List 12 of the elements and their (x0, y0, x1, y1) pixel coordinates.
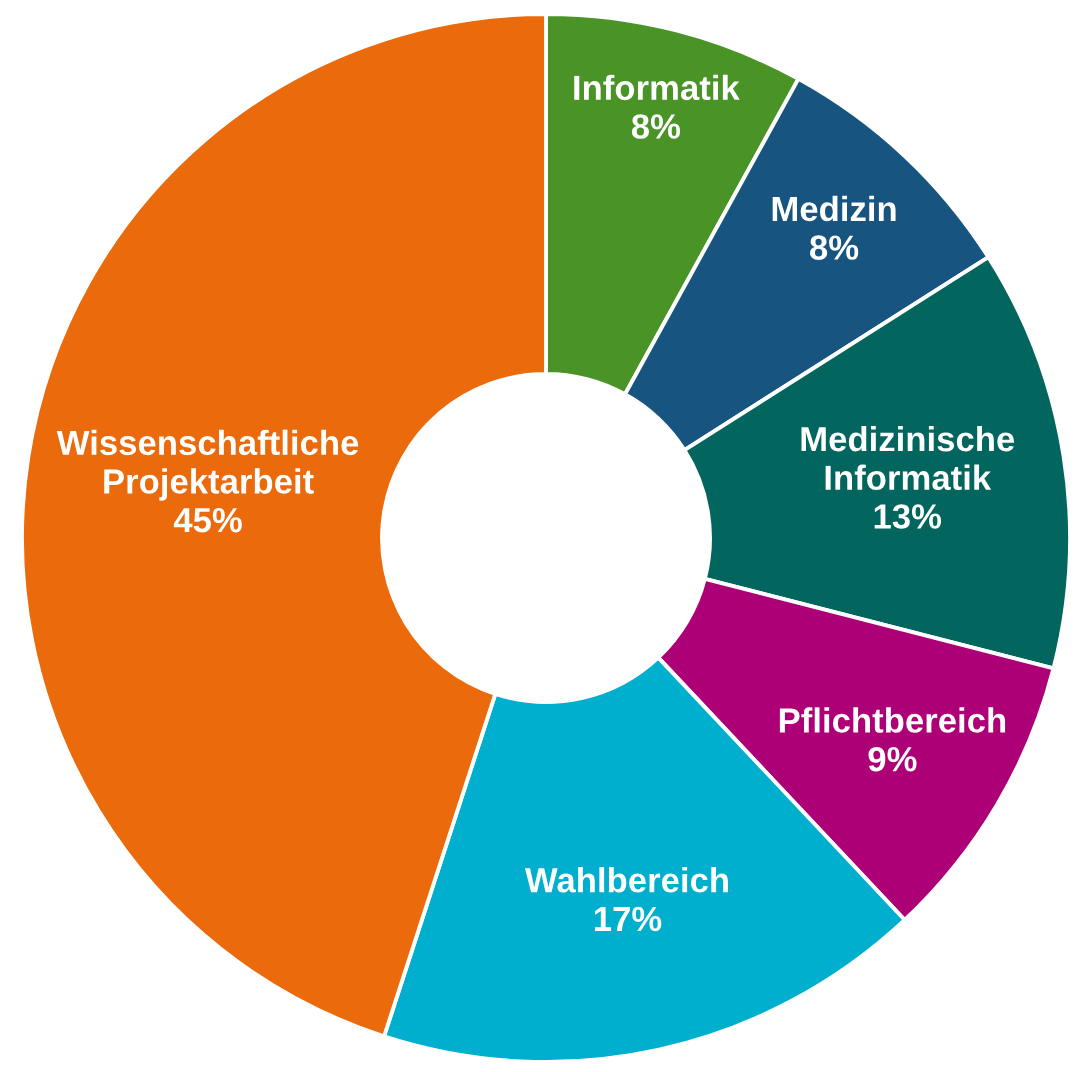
slice-label: Medizin (772, 195, 896, 222)
data-label: 9% (868, 746, 917, 772)
data-label: 8% (810, 235, 859, 260)
data-label: 8% (631, 114, 681, 139)
data-label: 13% (874, 504, 942, 529)
slice-label: Medizinische Informatik (801, 425, 1015, 491)
slice-label: Wahlbereich (524, 867, 728, 893)
data-label: 45% (173, 507, 242, 533)
slice-label: Informatik (574, 74, 740, 101)
slice-label: Wissenschaftliche Projektarbeit (56, 429, 359, 501)
slice-label: Pflichtbereich (779, 707, 1006, 733)
data-label: 17% (594, 906, 662, 932)
